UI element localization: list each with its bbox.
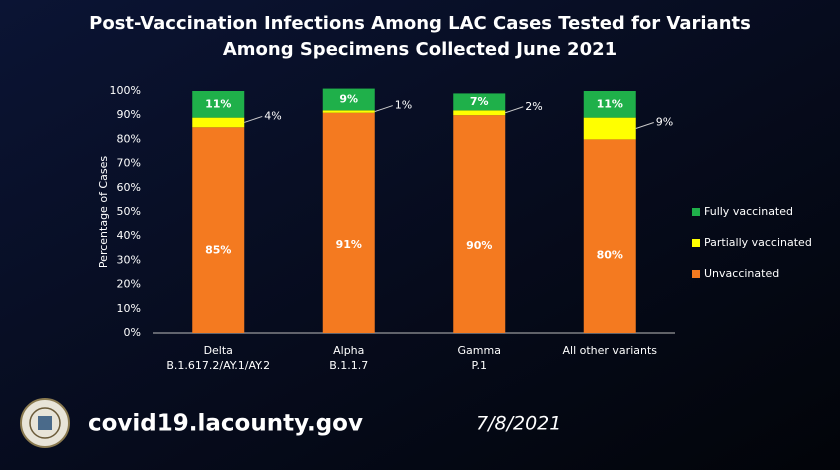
bar-segment bbox=[192, 127, 245, 333]
data-label: 1% bbox=[395, 99, 412, 112]
y-tick-label: 50% bbox=[117, 205, 141, 218]
bar-segment bbox=[583, 117, 636, 140]
date: 7/8/2021 bbox=[476, 413, 561, 435]
leader-line bbox=[635, 122, 654, 129]
chart-subtitle: Among Specimens Collected June 2021 bbox=[223, 39, 617, 60]
data-label: 80% bbox=[597, 249, 623, 262]
y-tick-label: 10% bbox=[117, 302, 141, 315]
data-label: 7% bbox=[470, 95, 489, 108]
y-tick-label: 0% bbox=[124, 326, 141, 339]
x-tick-label: Gamma bbox=[458, 344, 501, 357]
bar-segment bbox=[583, 139, 636, 333]
y-axis-label: Percentage of Cases bbox=[97, 156, 110, 268]
x-tick-label: All other variants bbox=[562, 344, 657, 357]
y-tick-label: 20% bbox=[117, 278, 141, 291]
legend-swatch bbox=[692, 208, 700, 216]
bar-segment bbox=[192, 117, 245, 128]
y-tick-label: 100% bbox=[110, 84, 141, 97]
legend-label: Unvaccinated bbox=[704, 267, 779, 280]
bar-segment bbox=[583, 91, 636, 118]
data-label: 90% bbox=[466, 239, 492, 252]
legend-swatch bbox=[692, 239, 700, 247]
bar-segment bbox=[322, 110, 375, 113]
leader-line bbox=[374, 105, 393, 113]
bar-segment bbox=[453, 93, 506, 111]
data-label: 91% bbox=[336, 238, 362, 251]
leader-line bbox=[244, 115, 263, 123]
x-tick-label: B.1.1.7 bbox=[329, 359, 368, 372]
bar-segment bbox=[453, 115, 506, 333]
website: covid19.lacounty.gov bbox=[88, 411, 363, 437]
data-label: 9% bbox=[339, 92, 358, 105]
y-tick-label: 40% bbox=[117, 229, 141, 242]
x-tick-label: P.1 bbox=[472, 359, 487, 372]
data-label: 4% bbox=[264, 109, 281, 122]
data-label: 2% bbox=[525, 100, 542, 113]
bar-segment bbox=[453, 110, 506, 116]
y-tick-label: 60% bbox=[117, 181, 141, 194]
data-label: 85% bbox=[205, 244, 231, 257]
leader-line bbox=[505, 106, 524, 114]
y-tick-label: 80% bbox=[117, 132, 141, 145]
bar-segment bbox=[322, 88, 375, 111]
x-tick-label: Delta bbox=[204, 344, 233, 357]
seal bbox=[20, 398, 70, 448]
data-label: 11% bbox=[205, 97, 231, 110]
data-label: 9% bbox=[656, 116, 673, 129]
chart-title: Post-Vaccination Infections Among LAC Ca… bbox=[89, 13, 751, 34]
x-tick-label: B.1.617.2/AY.1/AY.2 bbox=[166, 359, 270, 372]
y-tick-label: 30% bbox=[117, 253, 141, 266]
y-tick-label: 70% bbox=[117, 157, 141, 170]
legend-label: Fully vaccinated bbox=[704, 205, 793, 218]
legend-swatch bbox=[692, 270, 700, 278]
bar-segment bbox=[192, 91, 245, 118]
bar-segment bbox=[322, 112, 375, 333]
data-label: 11% bbox=[597, 97, 623, 110]
legend-label: Partially vaccinated bbox=[704, 236, 812, 249]
x-tick-label: Alpha bbox=[333, 344, 364, 357]
y-tick-label: 90% bbox=[117, 108, 141, 121]
